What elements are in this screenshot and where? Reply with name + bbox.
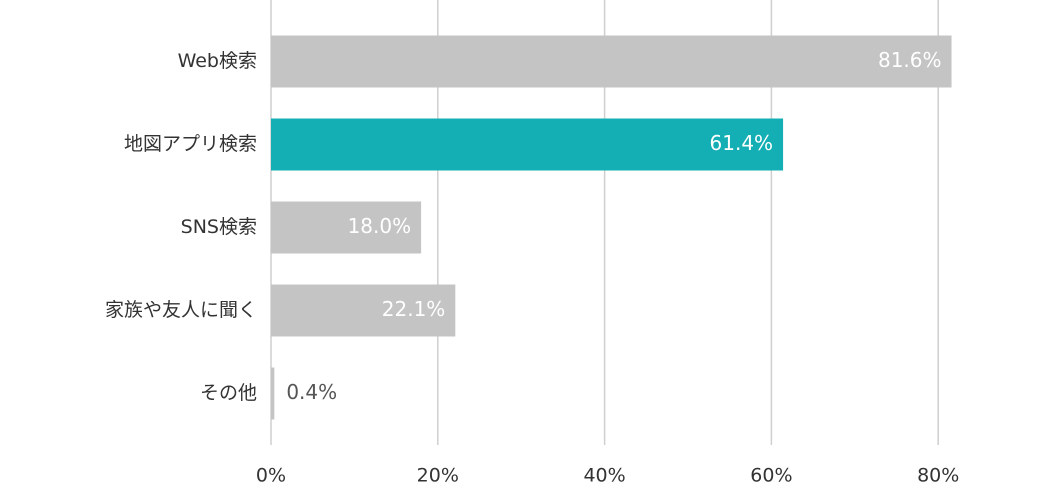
bar — [271, 201, 422, 254]
category-label: Web検索 — [178, 50, 257, 72]
x-tick-label: 80% — [917, 465, 959, 487]
bar — [271, 284, 456, 337]
value-label: 18.0% — [348, 214, 412, 238]
bar — [271, 367, 275, 420]
value-label: 0.4% — [286, 380, 337, 404]
x-tick-label: 0% — [256, 465, 286, 487]
bar — [271, 118, 784, 171]
value-label: 81.6% — [878, 48, 942, 72]
category-label: 家族や友人に聞く — [105, 299, 257, 321]
category-label: その他 — [200, 382, 257, 404]
category-label: 地図アプリ検索 — [124, 133, 257, 155]
x-tick-label: 40% — [583, 465, 625, 487]
value-label: 22.1% — [382, 297, 446, 321]
category-label: SNS検索 — [181, 216, 257, 238]
x-tick-label: 20% — [417, 465, 459, 487]
x-tick-label: 60% — [750, 465, 792, 487]
value-label: 61.4% — [710, 131, 774, 155]
bar — [271, 35, 952, 88]
